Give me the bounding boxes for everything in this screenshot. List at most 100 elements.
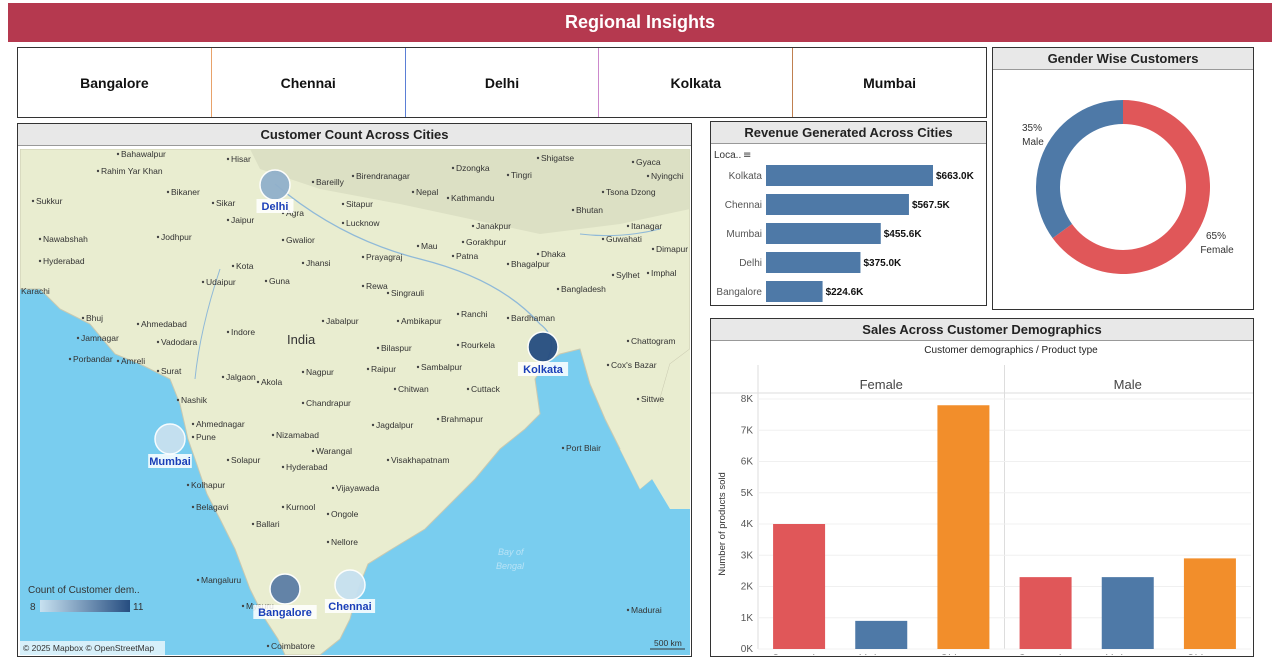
place-dot [631, 160, 635, 164]
city-marker-bangalore[interactable] [269, 573, 301, 605]
demo-bar-female-haircare[interactable] [855, 620, 908, 649]
place-label: Madurai [631, 605, 662, 615]
place-dot [396, 319, 400, 323]
city-marker-mumbai[interactable] [154, 423, 186, 455]
place-label: Jodhpur [161, 232, 192, 242]
map-attribution[interactable]: © 2025 Mapbox © OpenStreetMap [23, 643, 154, 653]
place-label: Cuttack [471, 384, 501, 394]
demographics-title: Sales Across Customer Demographics [711, 319, 1253, 341]
place-dot [506, 316, 510, 320]
gender-label-female: Female [1200, 245, 1234, 256]
place-dot [646, 271, 650, 275]
demo-bar-male-skincare[interactable] [1183, 558, 1236, 649]
revenue-bar-bangalore[interactable] [766, 281, 823, 302]
map-canvas[interactable]: Bahawalpur Rahim Yar Khan Bikaner Hisar Bare… [20, 149, 690, 655]
demo-bar-male-cosmetics[interactable] [1019, 577, 1072, 649]
place-dot [326, 512, 330, 516]
demo-bar-female-skincare[interactable] [937, 405, 990, 649]
city-filter-bar: Bangalore Chennai Delhi Kolkata Mumbai [17, 47, 987, 118]
place-label: Ongole [331, 509, 359, 519]
map-land-east [620, 349, 690, 509]
gender-donut-chart[interactable]: 65% Female 35% Male [993, 70, 1253, 308]
city-filter-chennai[interactable]: Chennai [212, 48, 406, 117]
place-label: Karachi [21, 286, 50, 296]
map-scale-label: 500 km [654, 638, 682, 648]
place-label: Ambikapur [401, 316, 442, 326]
gender-pct-female: 65% [1206, 231, 1226, 242]
place-label: Nepal [416, 187, 438, 197]
place-dot [76, 336, 80, 340]
revenue-bar-chennai[interactable] [766, 194, 909, 215]
sort-icon[interactable]: ≡ [743, 150, 751, 161]
place-label: Mau [421, 241, 438, 251]
place-dot [266, 644, 270, 648]
place-dot [361, 255, 365, 259]
city-marker-delhi[interactable] [259, 169, 291, 201]
revenue-bar-kolkata[interactable] [766, 165, 933, 186]
revenue-bar-delhi[interactable] [766, 252, 861, 273]
city-filter-delhi[interactable]: Delhi [406, 48, 600, 117]
place-label: Bangladesh [561, 284, 606, 294]
place-dot [231, 264, 235, 268]
place-label: Guwahati [606, 234, 642, 244]
demo-bar-female-cosmetics[interactable] [773, 524, 826, 649]
place-label: Jaipur [231, 215, 254, 225]
revenue-value-label: $375.0K [863, 258, 902, 269]
place-label: Singrauli [391, 288, 424, 298]
y-tick-label: 8K [741, 394, 754, 405]
place-dot [156, 369, 160, 373]
place-dot [196, 578, 200, 582]
customer-count-map-panel: Customer Count Across Cities Bahawalpur R… [17, 123, 692, 657]
place-label: Mangaluru [201, 575, 241, 585]
city-filter-bangalore[interactable]: Bangalore [18, 48, 212, 117]
place-dot [393, 387, 397, 391]
place-dot [68, 357, 72, 361]
revenue-bar-chart[interactable]: Loca.. ≡ Kolkata $663.0K Chennai $567.5K Mumba… [711, 144, 986, 305]
place-dot [536, 252, 540, 256]
place-label: Porbandar [73, 354, 113, 364]
place-dot [96, 169, 100, 173]
demo-category-label: Skincare [940, 652, 987, 655]
y-tick-label: 1K [741, 613, 754, 624]
revenue-category-label: Kolkata [729, 171, 763, 182]
place-dot [636, 397, 640, 401]
revenue-value-label: $224.6K [826, 287, 865, 298]
city-marker-label-bg [148, 454, 192, 468]
city-filter-kolkata[interactable]: Kolkata [599, 48, 794, 117]
place-dot [186, 483, 190, 487]
map-mountains [250, 149, 690, 234]
place-label: Rourkela [461, 340, 495, 350]
place-dot [366, 367, 370, 371]
demographics-bar-chart[interactable]: Customer demographics / Product type Numb… [711, 341, 1253, 666]
india-map[interactable]: Bahawalpur Rahim Yar Khan Bikaner Hisar Bare… [20, 149, 690, 655]
place-label: Gyaca [636, 157, 661, 167]
city-marker-label: Chennai [328, 601, 371, 613]
place-dot [271, 433, 275, 437]
demo-bar-male-haircare[interactable] [1101, 577, 1154, 649]
place-dot [451, 254, 455, 258]
city-filter-mumbai[interactable]: Mumbai [863, 74, 917, 91]
place-label: Bardhaman [511, 313, 555, 323]
place-dot [326, 540, 330, 544]
map-legend-max: 11 [133, 602, 144, 613]
city-marker-chennai[interactable] [334, 569, 366, 601]
place-dot [471, 224, 475, 228]
y-tick-label: 5K [741, 488, 754, 499]
revenue-bar-mumbai[interactable] [766, 223, 881, 244]
place-dot [646, 174, 650, 178]
place-dot [211, 201, 215, 205]
place-dot [156, 235, 160, 239]
map-legend-title: Count of Customer dem.. [28, 585, 140, 596]
city-marker-kolkata[interactable] [527, 331, 559, 363]
gender-slice-female[interactable] [1052, 100, 1210, 274]
place-dot [361, 284, 365, 288]
place-label: Bhuj [86, 313, 103, 323]
place-dot [31, 199, 35, 203]
city-marker-label-bg [517, 362, 569, 376]
place-label: Raipur [371, 364, 396, 374]
gender-slice-male[interactable] [1036, 100, 1123, 239]
place-label: Bhagalpur [511, 259, 550, 269]
place-dot [536, 156, 540, 160]
place-dot [38, 259, 42, 263]
place-label: Agra [286, 208, 304, 218]
